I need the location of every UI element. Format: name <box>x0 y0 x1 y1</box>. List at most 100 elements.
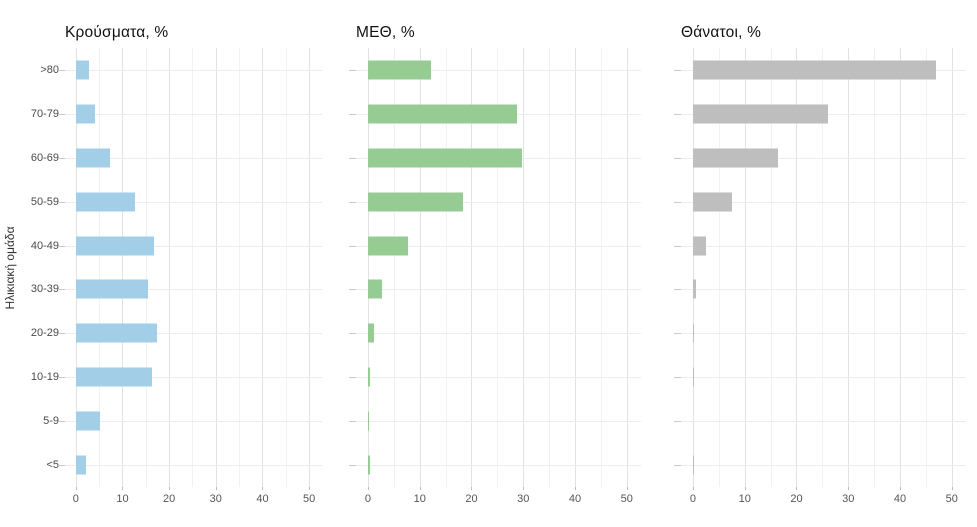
y-tick-mark <box>58 201 65 203</box>
age-group-label: 60-69 <box>30 151 59 164</box>
bar-5-9 <box>75 411 101 431</box>
x-tick-label: 0 <box>72 493 79 505</box>
x-tick-label: 0 <box>364 493 372 505</box>
age-group-label: <5 <box>46 458 59 471</box>
x-tick-label: 30 <box>209 493 222 505</box>
panel-icu-title-row: ΜΕΘ, % <box>356 0 659 48</box>
bar-row <box>674 443 966 487</box>
bar-50-59 <box>75 192 136 212</box>
gridline-horizontal <box>65 289 322 291</box>
gridline-vertical <box>925 48 927 487</box>
y-tick-mark <box>349 421 356 423</box>
bar-row <box>58 311 322 355</box>
x-tick-label: 20 <box>465 493 478 505</box>
x-tick-mark <box>574 487 576 490</box>
panel-deaths: Θάνατοι, % 0 10 20 30 40 50 <box>659 0 977 527</box>
y-tick-mark <box>349 69 356 71</box>
panel-deaths-plot <box>674 48 966 487</box>
panel-deaths-title: Θάνατοι, % <box>681 24 762 41</box>
x-tick-label: 30 <box>842 493 855 505</box>
gridline-horizontal <box>65 113 322 115</box>
age-group-label: 20-29 <box>30 327 59 340</box>
x-tick-mark <box>367 487 369 490</box>
panel-deaths-x-axis: 0 10 20 30 40 50 <box>681 487 966 511</box>
gridline-vertical <box>822 48 824 487</box>
panel-icu-plot <box>349 48 641 487</box>
y-tick-mark <box>58 333 65 335</box>
bar-row <box>349 443 641 487</box>
panel-icu: ΜΕΘ, % 0 10 20 30 40 50 <box>334 0 659 527</box>
gridline-horizontal <box>356 69 641 71</box>
bar-row <box>58 224 322 268</box>
bar-row <box>674 48 966 92</box>
x-tick-label: 0 <box>689 493 697 505</box>
panel-cases-title-row: Κρούσματα, % <box>65 0 334 48</box>
gridline-vertical <box>718 48 720 487</box>
bar-20-29 <box>692 323 694 343</box>
age-group-label: 70-79 <box>30 107 59 120</box>
y-tick-mark <box>349 245 356 247</box>
gridline-vertical <box>192 48 194 487</box>
gridline-horizontal <box>681 245 966 247</box>
bar-30-39 <box>367 279 383 299</box>
gridline-vertical <box>951 48 953 487</box>
y-tick-mark <box>674 421 681 423</box>
y-tick-mark <box>674 201 681 203</box>
bar-row <box>349 48 641 92</box>
age-group-label: 10-19 <box>30 371 59 384</box>
gridline-horizontal <box>356 421 641 423</box>
gridline-vertical <box>549 48 551 487</box>
gridline-vertical <box>122 48 124 487</box>
gridline-vertical <box>309 48 311 487</box>
gridline-vertical <box>874 48 876 487</box>
y-tick-mark <box>674 157 681 159</box>
x-tick-mark <box>122 487 124 490</box>
gridline-horizontal <box>356 245 641 247</box>
bar-20-29 <box>367 323 374 343</box>
y-tick-mark <box>58 113 65 115</box>
y-tick-mark <box>674 113 681 115</box>
bar-row <box>674 224 966 268</box>
bar-row <box>674 136 966 180</box>
gridline-horizontal <box>356 464 641 466</box>
y-axis-labels: >80 70-79 60-69 50-59 40-49 30-39 20-29 10-19 5-… <box>20 48 65 487</box>
gridline-horizontal <box>356 333 641 335</box>
bar-row <box>349 136 641 180</box>
gridline-horizontal <box>681 201 966 203</box>
bar-60-69 <box>367 148 523 168</box>
bar-<5 <box>367 455 370 475</box>
gridline-horizontal <box>681 157 966 159</box>
x-tick-label: 40 <box>568 493 582 505</box>
x-tick-mark <box>419 487 421 490</box>
age-group-label: 40-49 <box>30 239 59 252</box>
bar-10-19 <box>367 367 371 387</box>
y-axis-title: Ηλικιακή ομάδα <box>3 225 17 310</box>
bar-10-19 <box>692 367 694 387</box>
gridline-vertical <box>145 48 147 487</box>
gridline-vertical <box>692 48 694 487</box>
x-tick-mark <box>75 487 77 490</box>
y-tick-mark <box>349 333 356 335</box>
gridline-vertical <box>796 48 798 487</box>
y-tick-mark <box>58 245 65 247</box>
gridline-vertical <box>626 48 628 487</box>
x-tick-mark <box>471 487 473 490</box>
panel-cases-plot <box>58 48 322 487</box>
y-tick-mark <box>349 201 356 203</box>
panel-deaths-area <box>674 48 966 487</box>
x-tick-mark <box>848 487 850 490</box>
gridline-horizontal <box>681 289 966 291</box>
bar-row <box>674 311 966 355</box>
x-tick-mark <box>899 487 901 490</box>
gridline-horizontal <box>356 201 641 203</box>
bar-40-49 <box>75 236 154 255</box>
bar-row <box>349 180 641 224</box>
y-tick-mark <box>674 333 681 335</box>
bar-row <box>58 180 322 224</box>
bar-row <box>58 48 322 92</box>
gridline-vertical <box>899 48 901 487</box>
gridline-vertical <box>770 48 772 487</box>
gridline-horizontal <box>65 69 322 71</box>
bar-row <box>58 399 322 443</box>
panel-deaths-title-row: Θάνατοι, % <box>681 0 977 48</box>
